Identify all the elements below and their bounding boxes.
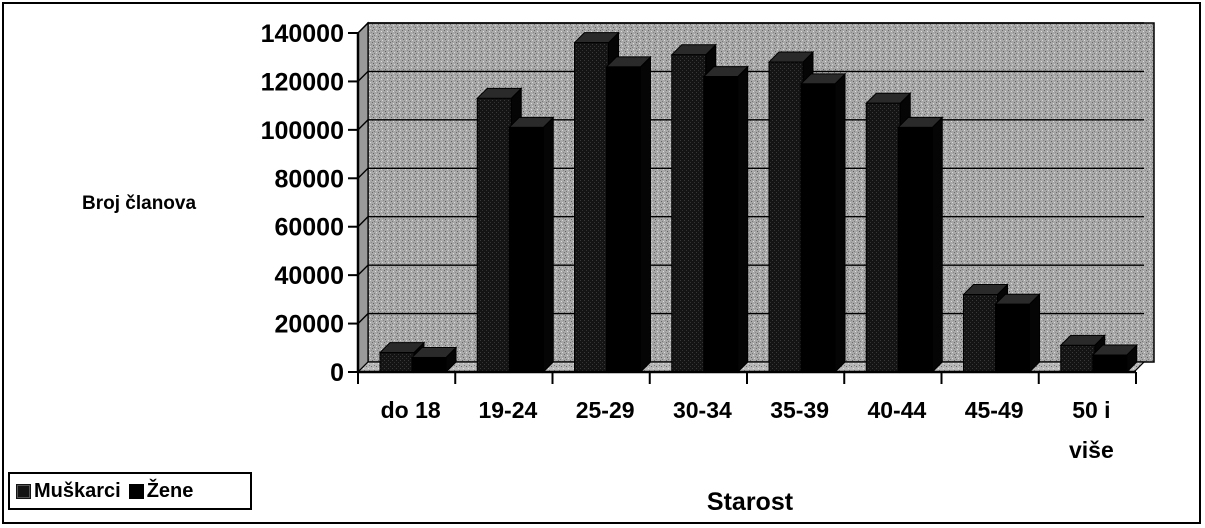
x-axis-title: Starost <box>707 488 794 516</box>
legend-label-zene: Žene <box>146 479 194 502</box>
gridline <box>357 22 1144 34</box>
bar-zene <box>897 116 944 374</box>
x-tick-label: 30-34 <box>673 397 732 423</box>
x-tick-label: 40-44 <box>867 397 926 423</box>
bar-zene <box>799 72 847 374</box>
bar-zene <box>605 55 652 374</box>
x-tick-label: 19-24 <box>478 397 537 423</box>
x-tick-label: 50 i više <box>1069 397 1114 463</box>
legend-item-muskarci: Muškarci <box>16 480 121 503</box>
bar-zene <box>508 116 555 374</box>
legend-label-muskarci: Muškarci <box>34 479 121 502</box>
gridline <box>357 70 1144 82</box>
x-tick-label: 35-39 <box>770 397 829 423</box>
legend-swatch-zene <box>128 483 144 499</box>
y-tick-label: 0 <box>330 359 344 387</box>
bar-muskarci <box>378 341 426 374</box>
x-tick-label: 25-29 <box>576 397 635 423</box>
y-axis-title: Broj članova <box>82 193 196 214</box>
y-tick-label: 60000 <box>274 214 344 242</box>
legend: Muškarci Žene <box>8 472 252 510</box>
y-tick-label: 80000 <box>274 165 344 193</box>
legend-item-zene: Žene <box>128 479 194 503</box>
x-tick-label: do 18 <box>381 397 441 423</box>
chart-side-wall <box>357 21 369 374</box>
y-tick-label: 40000 <box>274 262 344 290</box>
bar-zene <box>994 292 1041 374</box>
x-tick-label: 45-49 <box>965 397 1024 423</box>
y-tick-label: 120000 <box>261 68 344 96</box>
y-tick-label: 20000 <box>274 311 344 339</box>
bar-zene <box>1091 343 1138 374</box>
legend-swatch-muskarci <box>16 483 31 499</box>
y-tick-label: 100000 <box>261 117 344 145</box>
y-tick-label: 140000 <box>261 20 344 48</box>
bar-zene <box>702 65 749 374</box>
bar-zene <box>410 346 458 374</box>
